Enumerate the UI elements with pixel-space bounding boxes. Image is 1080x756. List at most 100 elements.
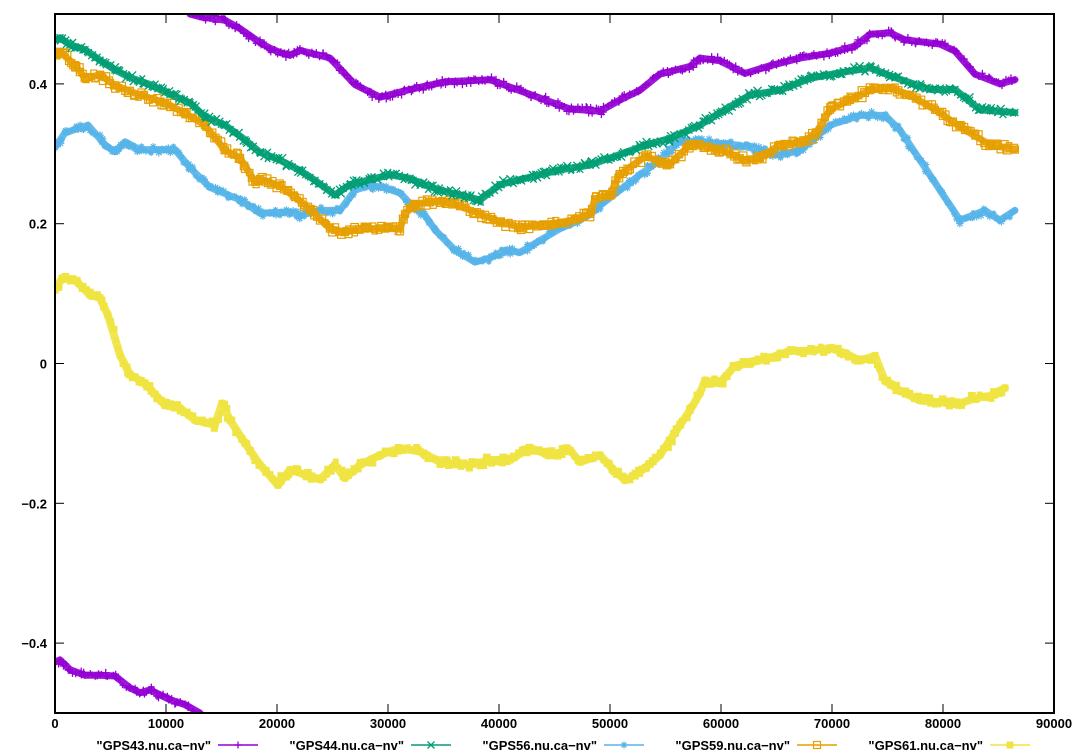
trace-markers xyxy=(266,45,281,58)
trace-markers xyxy=(442,75,491,89)
data-point xyxy=(84,121,92,129)
trace-markers xyxy=(165,695,186,708)
x-tick-label: 0 xyxy=(51,716,58,731)
trace-markers xyxy=(234,153,257,186)
trace-markers xyxy=(715,88,753,119)
trace-markers xyxy=(527,91,571,115)
trace-markers xyxy=(970,69,1000,85)
legend: "GPS43.nu.ca−nv" "GPS44.nu.ca−nv" "GPS56… xyxy=(96,738,1030,753)
trace-markers xyxy=(615,152,648,178)
trace-markers xyxy=(161,398,182,412)
trace-markers xyxy=(285,46,302,59)
x-tick-label: 70000 xyxy=(814,716,850,731)
trace-markers xyxy=(656,425,681,457)
trace-markers xyxy=(777,145,802,162)
trace-markers xyxy=(607,173,624,200)
trace-markers xyxy=(857,108,887,123)
trace-markers xyxy=(696,53,722,66)
trace-markers xyxy=(210,410,224,432)
legend-key-cross-icon xyxy=(411,741,451,749)
trace-markers xyxy=(917,394,947,408)
data-point xyxy=(186,14,194,18)
x-tick-label: 20000 xyxy=(259,716,295,731)
legend-key-filled-box-icon xyxy=(990,741,1030,749)
legend-item-gps61: "GPS61.nu.ca−nv" xyxy=(868,738,1030,753)
trace-markers xyxy=(220,119,248,146)
trace-markers xyxy=(416,178,442,197)
trace-markers xyxy=(826,42,856,60)
trace-markers xyxy=(959,122,992,151)
trace-markers xyxy=(980,207,1001,222)
trace-markers xyxy=(126,70,152,90)
plot-frame xyxy=(54,13,1055,714)
trace-markers xyxy=(890,72,932,93)
trace-markers xyxy=(995,74,1016,90)
trace-markers xyxy=(951,86,982,115)
trace-markers xyxy=(296,165,317,186)
trace-markers xyxy=(537,164,563,180)
trace-markers xyxy=(547,214,578,230)
trace-markers xyxy=(765,54,801,73)
y-tick-label: −0.4 xyxy=(21,636,47,651)
trace-markers xyxy=(159,98,188,117)
y-tick-label: 0 xyxy=(40,357,47,372)
x-tick-label: 50000 xyxy=(592,716,628,731)
x-tick-label: 80000 xyxy=(925,716,961,731)
trace-markers xyxy=(954,391,976,410)
trace-markers xyxy=(620,465,646,484)
trace-markers xyxy=(222,15,241,33)
trace-markers xyxy=(487,73,530,98)
trace-markers xyxy=(742,153,762,167)
trace-markers xyxy=(84,125,107,146)
trace-markers xyxy=(572,208,591,224)
trace-markers xyxy=(80,69,101,84)
trace-markers xyxy=(55,48,61,60)
trace-markers xyxy=(565,103,602,117)
trace-markers xyxy=(176,406,197,419)
trace-markers xyxy=(316,463,335,483)
trace-markers xyxy=(185,97,209,119)
legend-item-gps56: "GPS56.nu.ca−nv" xyxy=(482,738,644,753)
trace-markers xyxy=(111,62,131,83)
trace-markers xyxy=(170,143,193,169)
trace-markers xyxy=(326,54,355,86)
trace-markers xyxy=(475,209,502,227)
trace-markers xyxy=(376,444,402,461)
trace-markers xyxy=(591,190,612,202)
data-point xyxy=(351,186,359,194)
trace-markers xyxy=(465,453,491,472)
trace-markers xyxy=(597,454,613,467)
trace-markers xyxy=(360,221,386,235)
trace-markers xyxy=(256,36,270,51)
trace-markers xyxy=(277,48,291,61)
trace-markers xyxy=(81,47,102,62)
trace-markers xyxy=(885,83,912,100)
trace-markers xyxy=(857,355,876,364)
trace-markers xyxy=(332,182,353,199)
trace-markers xyxy=(191,416,217,427)
trace-markers xyxy=(488,453,511,467)
trace-markers xyxy=(975,102,1017,119)
trace-markers xyxy=(642,453,660,472)
trace-markers xyxy=(825,111,861,130)
trace-markers xyxy=(317,203,341,218)
x-tick-labels: 0 10000 20000 30000 40000 50000 60000 70… xyxy=(51,716,1072,731)
data-point xyxy=(736,141,744,149)
trace-markers xyxy=(337,191,357,215)
trace-markers xyxy=(415,446,442,463)
trace-markers xyxy=(472,255,492,265)
legend-label: "GPS61.nu.ca−nv" xyxy=(868,738,983,753)
trace-markers xyxy=(71,61,87,78)
trace-markers xyxy=(432,224,458,255)
legend-label: "GPS43.nu.ca−nv" xyxy=(96,738,211,753)
trace-markers xyxy=(487,246,505,261)
legend-label: "GPS44.nu.ca−nv" xyxy=(289,738,404,753)
trace-markers xyxy=(104,311,122,352)
trace-markers xyxy=(236,194,263,216)
x-tick-label: 40000 xyxy=(481,716,517,731)
trace-markers xyxy=(126,683,142,696)
trace-markers xyxy=(346,174,372,190)
trace-markers xyxy=(56,658,73,674)
y-tick-label: −0.2 xyxy=(21,496,47,511)
